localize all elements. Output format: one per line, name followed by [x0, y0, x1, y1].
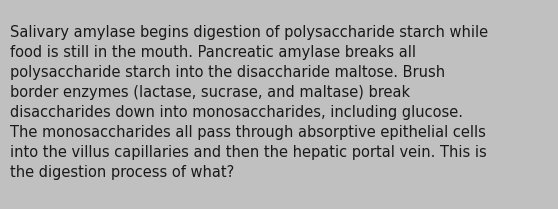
Text: Salivary amylase begins digestion of polysaccharide starch while
food is still i: Salivary amylase begins digestion of pol…: [10, 25, 488, 180]
